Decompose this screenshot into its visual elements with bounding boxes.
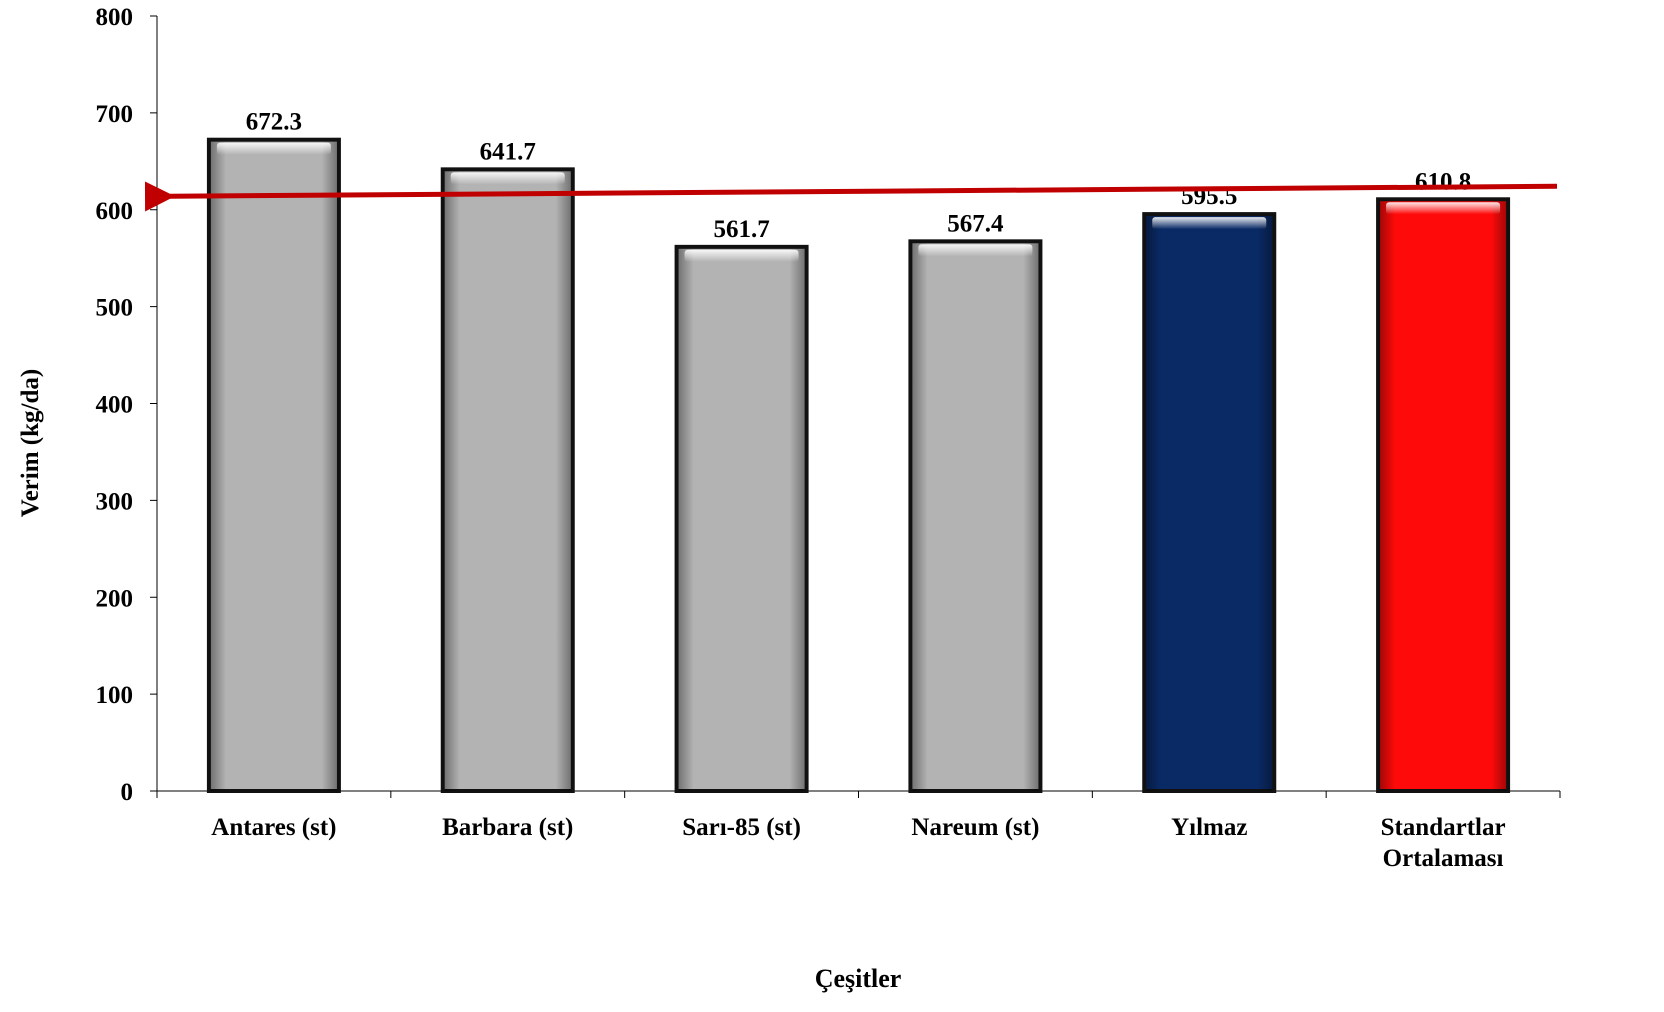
x-tick-label: Nareum (st)	[911, 814, 1039, 841]
bar-highlight	[684, 249, 799, 262]
data-label: 561.7	[713, 216, 769, 243]
bar	[674, 244, 809, 793]
bar-shading	[210, 141, 337, 792]
x-tick-label: Sarı-85 (st)	[682, 814, 801, 841]
y-tick-label: 400	[96, 392, 134, 419]
bar	[908, 239, 1043, 794]
x-tick-label: Yılmaz	[1171, 814, 1247, 841]
x-tick-label: Standartlar Ortalaması	[1381, 814, 1506, 872]
bar-highlight	[216, 142, 331, 155]
bar-shading	[444, 171, 571, 791]
bar-highlight	[918, 244, 1033, 257]
bar-highlight	[450, 172, 565, 185]
data-label: 641.7	[480, 138, 536, 165]
data-label: 610.8	[1415, 168, 1471, 195]
y-tick-label: 100	[96, 682, 134, 709]
y-tick-label: 300	[96, 488, 134, 515]
reference-arrow	[144, 181, 1558, 212]
y-tick-label: 0	[121, 779, 134, 806]
bar	[206, 137, 341, 794]
bar	[1376, 197, 1511, 794]
x-tick-label: Barbara (st)	[442, 814, 573, 841]
bar-shading	[912, 243, 1039, 792]
bar-shading	[1146, 216, 1273, 791]
y-tick-label: 200	[96, 585, 134, 612]
x-axis-title: Çeşitler	[815, 964, 902, 993]
bar-highlight	[1386, 202, 1501, 215]
bar-highlight	[1152, 217, 1267, 230]
data-label: 672.3	[246, 109, 302, 136]
x-tick-label: Antares (st)	[211, 814, 336, 841]
bar-shading	[678, 248, 805, 791]
y-tick-label: 600	[96, 198, 134, 225]
data-label: 567.4	[947, 210, 1004, 237]
bar	[1142, 212, 1277, 793]
bar-shading	[1380, 201, 1507, 792]
y-tick-label: 500	[96, 295, 134, 322]
y-tick-label: 700	[96, 101, 134, 128]
bar	[440, 167, 575, 793]
y-tick-label: 800	[96, 4, 134, 31]
y-axis-title: Verim (kg/da)	[17, 369, 44, 517]
